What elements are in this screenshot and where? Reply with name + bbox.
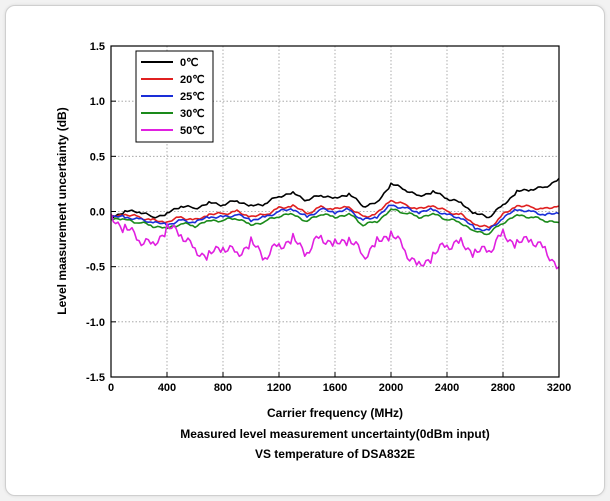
x-tick-label: 3200 [547, 382, 571, 394]
y-tick-label: 1.5 [90, 41, 105, 53]
y-tick-label: 0.0 [90, 207, 105, 219]
legend-label: 50℃ [180, 125, 205, 137]
x-tick-label: 2800 [491, 382, 515, 394]
legend-label: 25℃ [180, 91, 205, 103]
x-tick-label: 0 [108, 382, 114, 394]
y-tick-label: -0.5 [86, 262, 105, 274]
x-tick-label: 2400 [435, 382, 459, 394]
axis-ticks: 0 400 800 1200 1600 2000 2400 2800 3200 -1.5 -1.0 -… [86, 41, 571, 394]
series-line-3 [110, 208, 560, 236]
series-line-4 [110, 213, 560, 270]
series-line-0 [110, 177, 560, 219]
x-tick-label: 800 [214, 382, 232, 394]
y-tick-label: 1.0 [90, 96, 105, 108]
caption-line-2: VS temperature of DSA832E [255, 447, 415, 461]
chart-card [5, 5, 605, 496]
y-axis-label: Level maasurement uncertainty (dB) [55, 107, 69, 314]
x-tick-label: 1600 [323, 382, 347, 394]
x-tick-label: 1200 [267, 382, 291, 394]
series-line-2 [110, 204, 560, 232]
x-tick-label: 2000 [379, 382, 403, 394]
legend-label: 0℃ [180, 57, 198, 69]
legend-label: 30℃ [180, 108, 205, 120]
x-axis-label: Carrier frequency (MHz) [267, 406, 403, 420]
y-tick-label: -1.5 [86, 372, 105, 384]
legend-label: 20℃ [180, 74, 205, 86]
caption-line-1: Measured level measurement uncertainty(0… [180, 427, 489, 441]
y-tick-label: -1.0 [86, 317, 105, 329]
series-line-1 [110, 199, 560, 229]
legend: 0℃ 20℃ 25℃ 30℃ 50℃ [135, 50, 214, 143]
y-tick-label: 0.5 [90, 151, 105, 163]
x-tick-label: 400 [158, 382, 176, 394]
series-layer [110, 177, 560, 270]
